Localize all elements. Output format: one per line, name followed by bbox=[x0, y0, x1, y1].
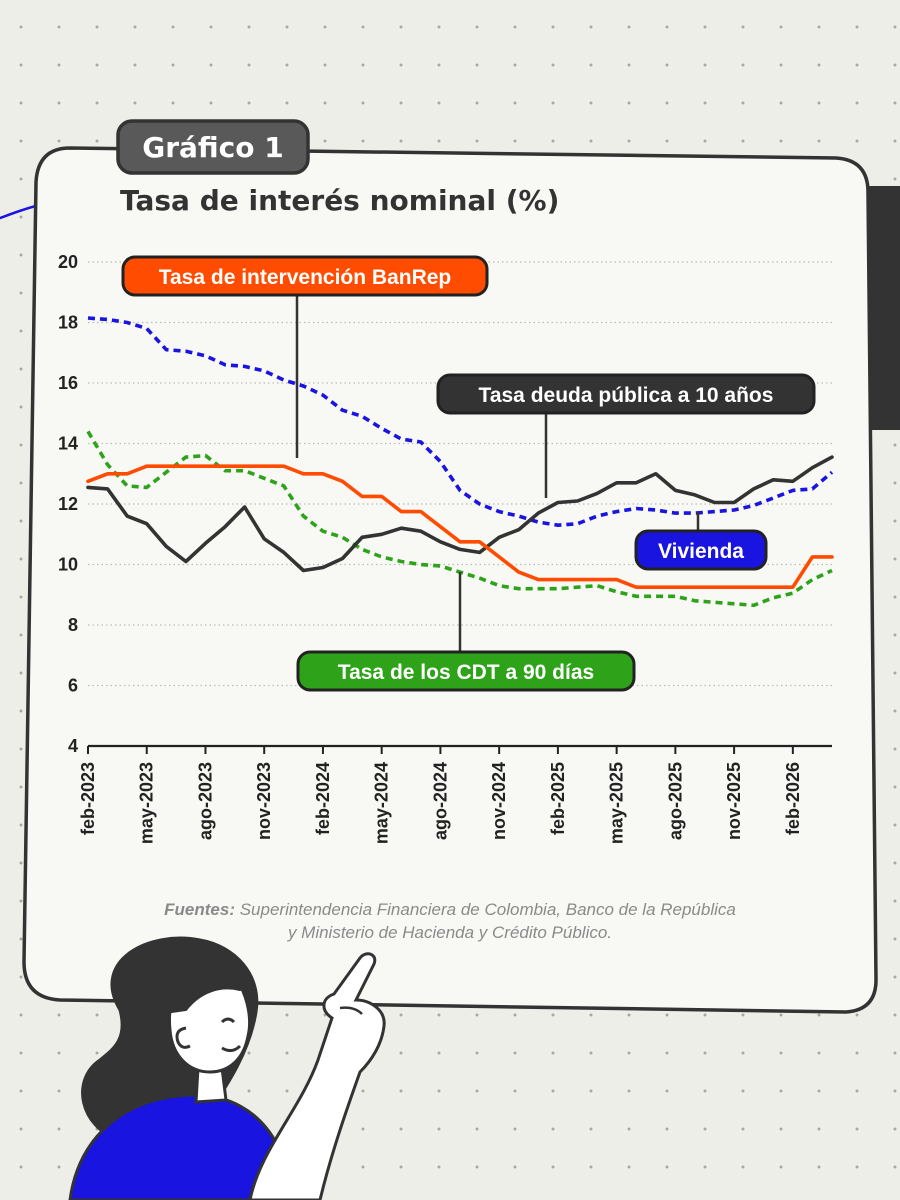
badge-text: Gráfico 1 bbox=[142, 131, 284, 164]
x-tick-label: nov-2023 bbox=[254, 762, 274, 840]
annotation-label: Vivienda bbox=[658, 540, 744, 563]
annotation-banrep: Tasa de intervención BanRep bbox=[121, 255, 489, 458]
annotation-box bbox=[634, 529, 768, 571]
woman-illustration bbox=[68, 936, 386, 1200]
x-tick-label: may-2023 bbox=[137, 762, 157, 844]
x-tick-label: may-2024 bbox=[372, 762, 392, 844]
x-tick-label: ago-2024 bbox=[430, 762, 450, 840]
chart-annotations: Tasa de intervención BanRep Tasa deuda pú… bbox=[121, 255, 816, 692]
annotation-vivienda: Vivienda bbox=[634, 512, 768, 571]
annotation-box bbox=[296, 650, 636, 692]
smile bbox=[221, 1044, 242, 1053]
hair-bangs bbox=[170, 957, 247, 1014]
annotation-box bbox=[121, 255, 489, 297]
y-tick-label: 18 bbox=[58, 313, 78, 333]
pointing-arm bbox=[248, 952, 386, 1200]
x-tick-label: may-2025 bbox=[607, 762, 627, 844]
annotation-label: Tasa de los CDT a 90 días bbox=[338, 661, 594, 684]
x-tick-label: feb-2023 bbox=[78, 762, 98, 835]
chart-badge: Gráfico 1 bbox=[116, 119, 310, 175]
chart-axes: 4 6 8 10 12 14 16 18 20 feb-2023 may-2023 ago-2023 n… bbox=[58, 252, 832, 844]
annotation-label: Tasa de intervención BanRep bbox=[159, 266, 452, 289]
annotation-label: Tasa deuda pública a 10 años bbox=[479, 384, 774, 407]
y-tick-label: 12 bbox=[58, 494, 78, 514]
y-tick-label: 4 bbox=[68, 736, 78, 756]
chart-series bbox=[86, 316, 834, 608]
annotation-deuda: Tasa deuda pública a 10 años bbox=[436, 373, 816, 498]
source-line-1: Fuentes: Superintendencia Financiera de … bbox=[164, 900, 736, 919]
annotation-cdt: Tasa de los CDT a 90 días bbox=[296, 572, 636, 692]
x-tick-label: ago-2025 bbox=[665, 762, 685, 840]
chart-title: Tasa de interés nominal (%) bbox=[120, 184, 559, 217]
y-tick-label: 8 bbox=[68, 615, 78, 635]
series-line-banrep bbox=[86, 464, 834, 590]
finger-crease bbox=[339, 1006, 363, 1015]
source-prefix: Fuentes: bbox=[164, 900, 235, 919]
y-tick-label: 6 bbox=[68, 676, 78, 696]
x-tick-label: nov-2025 bbox=[724, 762, 744, 840]
source-line-2: y Ministerio de Hacienda y Crédito Públi… bbox=[287, 923, 612, 942]
y-tick-label: 16 bbox=[58, 373, 78, 393]
x-tick-label: feb-2025 bbox=[548, 762, 568, 835]
y-tick-label: 14 bbox=[58, 434, 78, 454]
x-tick-label: feb-2024 bbox=[313, 762, 333, 835]
source-text-1: Superintendencia Financiera de Colombia,… bbox=[235, 900, 736, 919]
series-line-deuda bbox=[86, 455, 834, 573]
shirt bbox=[68, 1093, 302, 1200]
annotation-box bbox=[436, 373, 816, 415]
x-tick-label: ago-2023 bbox=[195, 762, 215, 840]
y-tick-label: 20 bbox=[58, 252, 78, 272]
series-line-vivienda bbox=[87, 316, 834, 528]
eye bbox=[220, 1017, 236, 1024]
y-tick-label: 10 bbox=[58, 555, 78, 575]
side-tab bbox=[868, 186, 900, 430]
x-tick-label: nov-2024 bbox=[489, 762, 509, 840]
x-tick-label: feb-2026 bbox=[783, 762, 803, 835]
ear bbox=[175, 1026, 191, 1049]
